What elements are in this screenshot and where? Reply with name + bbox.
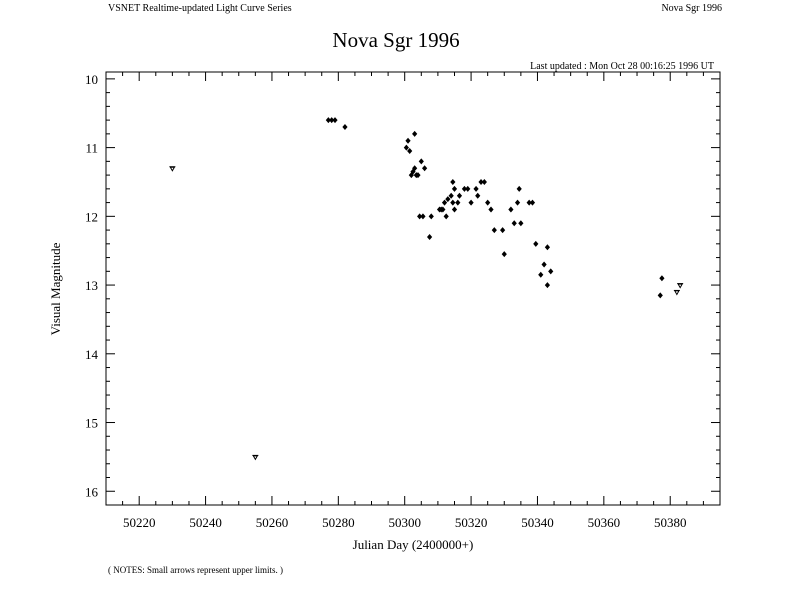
x-tick-label: 50380 <box>654 515 687 530</box>
data-point <box>443 213 449 220</box>
data-point <box>475 192 481 199</box>
x-tick-label: 50340 <box>521 515 554 530</box>
data-point <box>508 206 514 213</box>
last-updated-timestamp: Last updated : Mon Oct 28 00:16:25 1996 … <box>530 61 714 72</box>
data-point <box>445 196 451 203</box>
data-point <box>412 165 418 172</box>
data-point <box>501 251 507 258</box>
upper-limit-marker <box>673 289 680 296</box>
upper-limit-marker <box>677 283 684 289</box>
data-point <box>422 165 428 172</box>
y-tick-label: 13 <box>85 278 98 293</box>
data-point <box>417 213 423 220</box>
upper-limit-marker <box>252 454 259 461</box>
x-tick-label: 50240 <box>189 515 222 530</box>
data-point <box>488 206 494 213</box>
data-point <box>456 192 463 199</box>
data-point <box>405 137 411 144</box>
data-point <box>511 220 517 227</box>
data-point <box>403 144 409 151</box>
data-point <box>441 199 448 206</box>
data-point <box>461 185 468 192</box>
data-point <box>412 130 418 137</box>
data-point <box>468 199 474 206</box>
data-point <box>465 185 471 192</box>
y-axis-title: Visual Magnitude <box>48 242 63 335</box>
data-point <box>544 282 551 289</box>
x-tick-label: 50300 <box>388 515 421 530</box>
y-tick-label: 10 <box>85 72 98 87</box>
y-axis: 10 11 12 13 14 15 16 <box>85 72 720 506</box>
data-point <box>541 261 547 268</box>
x-tick-label: 50280 <box>322 515 355 530</box>
data-point <box>329 117 335 124</box>
y-tick-label: 12 <box>85 209 98 224</box>
upper-limit-marker <box>169 166 176 172</box>
data-point <box>420 213 426 220</box>
x-axis-title: Julian Day (2400000+) <box>353 537 474 552</box>
data-point <box>448 192 454 199</box>
data-point <box>342 123 348 130</box>
chart-notes: ( NOTES: Small arrows represent upper li… <box>108 565 283 575</box>
chart-title: Nova Sgr 1996 <box>332 28 460 52</box>
x-tick-label: 50260 <box>256 515 289 530</box>
data-point <box>533 240 539 247</box>
data-point <box>415 172 421 179</box>
data-point <box>491 227 497 234</box>
data-points <box>169 117 684 461</box>
x-tick-label: 50320 <box>455 515 488 530</box>
y-tick-label: 11 <box>85 141 98 156</box>
y-tick-label: 14 <box>85 347 99 362</box>
x-tick-label: 50220 <box>123 515 156 530</box>
y-tick-label: 15 <box>85 416 98 431</box>
data-point <box>428 213 434 220</box>
data-point <box>516 185 522 192</box>
x-tick-label: 50360 <box>588 515 621 530</box>
data-point <box>440 206 446 213</box>
data-point <box>455 199 461 206</box>
data-point <box>548 268 554 275</box>
data-point <box>332 117 338 124</box>
header-object-name: Nova Sgr 1996 <box>661 3 722 14</box>
data-point <box>657 292 663 299</box>
plot-frame <box>105 71 721 506</box>
data-point <box>529 199 536 206</box>
data-point <box>526 199 532 206</box>
y-tick-label: 16 <box>85 484 99 499</box>
x-axis: 50220 50240 50260 50280 50300 50320 50340 50360… <box>105 72 721 530</box>
data-point <box>426 233 433 240</box>
data-point <box>478 178 484 185</box>
data-point <box>500 227 506 234</box>
data-point <box>407 148 413 155</box>
data-point <box>518 220 524 227</box>
data-point <box>481 178 487 185</box>
data-point <box>544 244 551 251</box>
data-point <box>514 199 521 206</box>
data-point <box>451 206 458 213</box>
data-point <box>485 199 491 206</box>
data-point <box>418 158 424 165</box>
data-point <box>325 117 331 124</box>
header-series-label: VSNET Realtime-updated Light Curve Serie… <box>108 3 292 14</box>
data-point <box>451 185 458 192</box>
data-point <box>538 271 544 278</box>
data-point <box>408 172 414 179</box>
data-point <box>473 185 479 192</box>
data-point <box>659 275 665 282</box>
data-point <box>450 178 456 185</box>
data-point <box>450 199 456 206</box>
